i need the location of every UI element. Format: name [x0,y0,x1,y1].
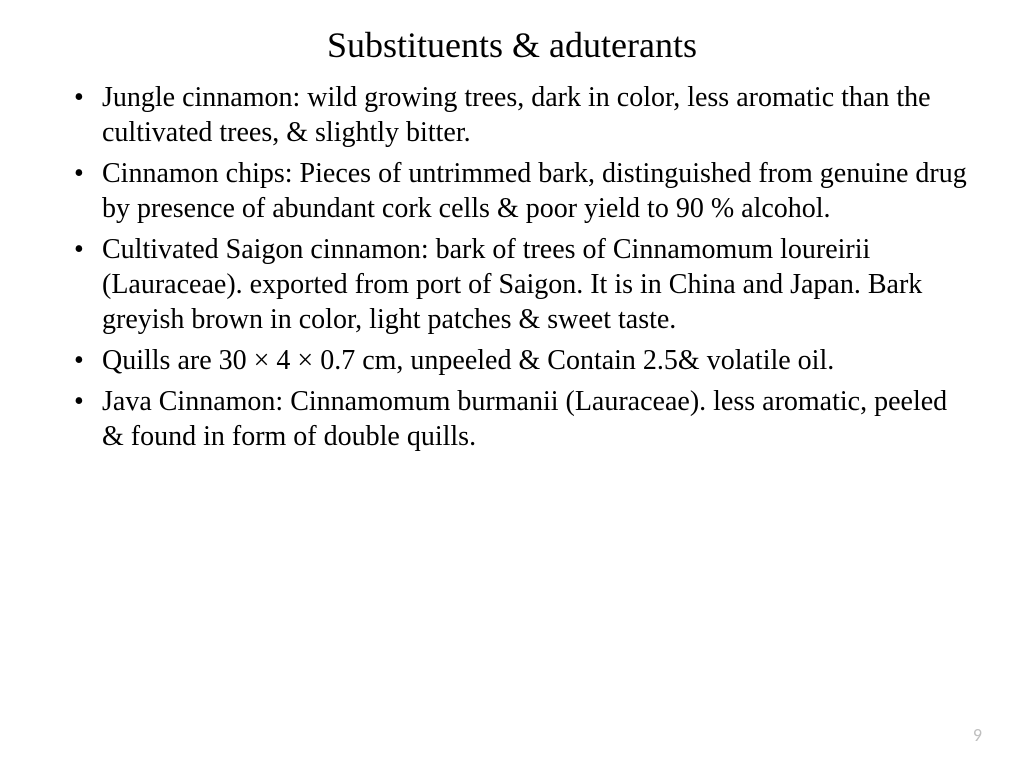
list-item: Jungle cinnamon: wild growing trees, dar… [102,80,974,150]
list-item: Quills are 30 × 4 × 0.7 cm, unpeeled & C… [102,343,974,378]
list-item: Java Cinnamon: Cinnamomum burmanii (Laur… [102,384,974,454]
list-item: Cultivated Saigon cinnamon: bark of tree… [102,232,974,337]
page-number: 9 [973,724,982,746]
bullet-list: Jungle cinnamon: wild growing trees, dar… [50,80,974,454]
slide-title: Substituents & aduterants [50,24,974,66]
list-item: Cinnamon chips: Pieces of untrimmed bark… [102,156,974,226]
